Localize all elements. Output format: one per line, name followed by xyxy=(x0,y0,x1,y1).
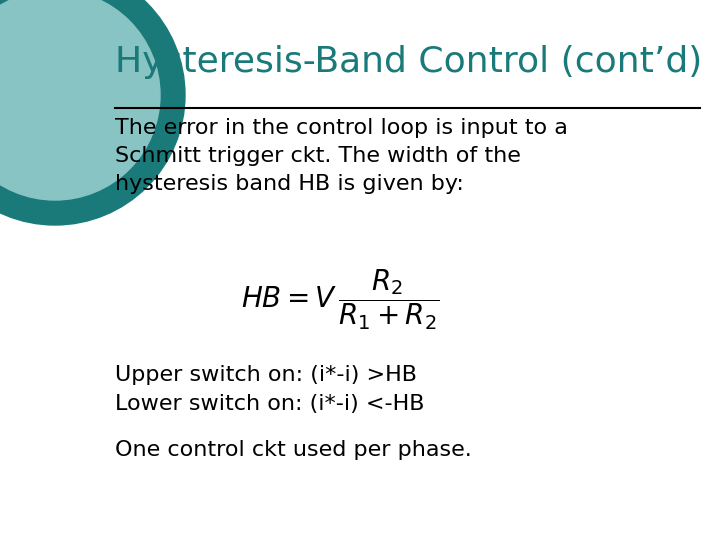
Text: One control ckt used per phase.: One control ckt used per phase. xyxy=(115,440,472,460)
Circle shape xyxy=(0,0,160,200)
Text: Upper switch on: (i*-i) >HB
Lower switch on: (i*-i) <-HB: Upper switch on: (i*-i) >HB Lower switch… xyxy=(115,365,425,414)
Text: Hysteresis-Band Control (cont’d): Hysteresis-Band Control (cont’d) xyxy=(115,45,702,79)
Text: The error in the control loop is input to a
Schmitt trigger ckt. The width of th: The error in the control loop is input t… xyxy=(115,118,568,194)
Text: $HB = V\,\dfrac{R_2}{R_1 + R_2}$: $HB = V\,\dfrac{R_2}{R_1 + R_2}$ xyxy=(240,268,439,332)
Circle shape xyxy=(0,0,185,225)
